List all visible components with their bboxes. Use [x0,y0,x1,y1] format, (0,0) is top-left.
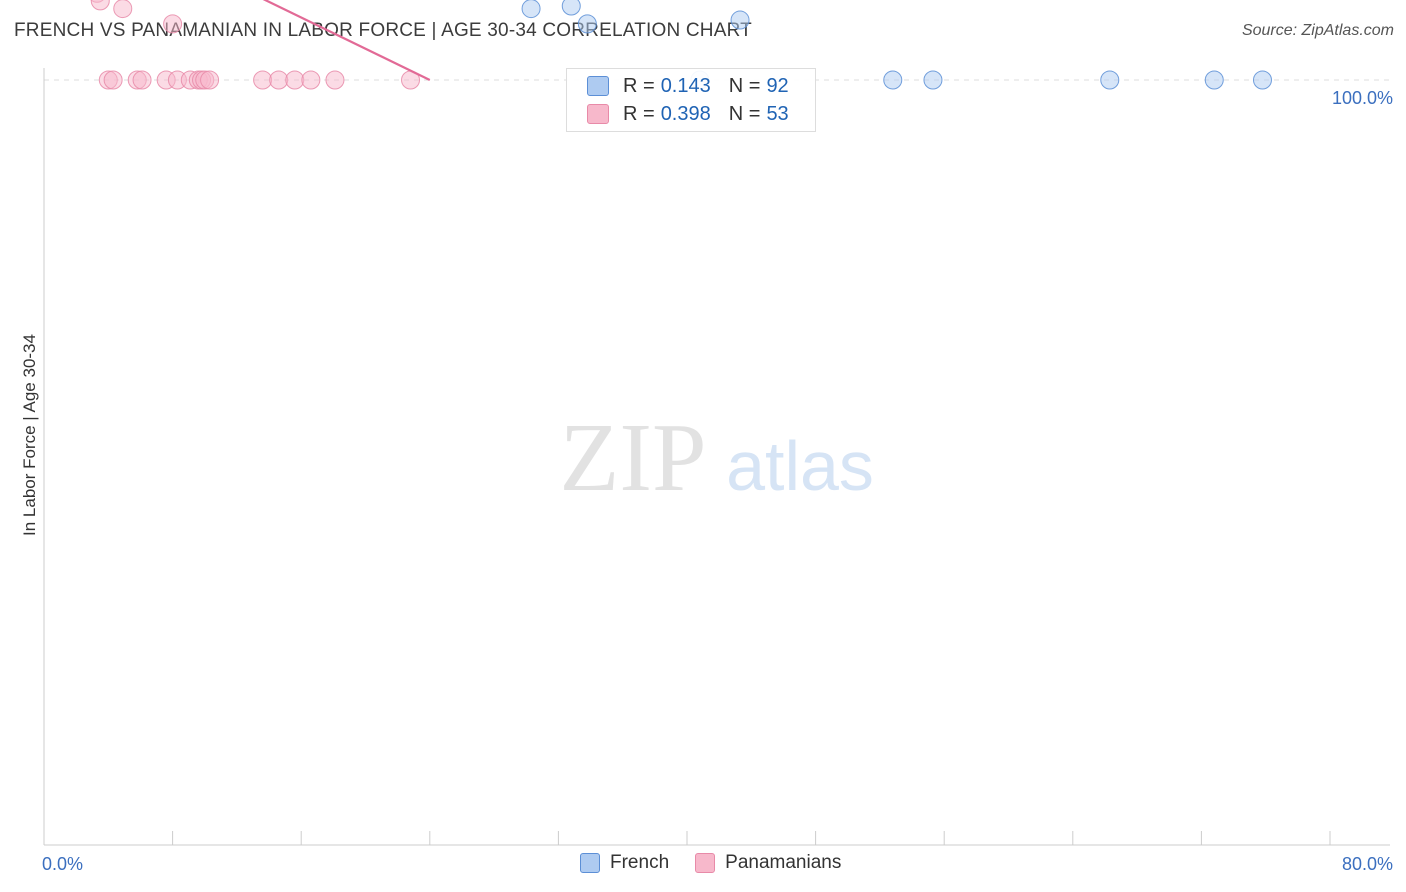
french-n-value: 92 [766,74,789,97]
trend-lines [262,0,431,81]
series-legend: French Panamanians [580,852,841,874]
panamanian-trend-line [262,0,431,81]
french-point-70 [577,14,597,34]
panamanian-point-48 [269,70,289,90]
r-label: R = [623,102,655,125]
panamanian-points [90,0,421,90]
n-label: N = [728,102,761,125]
panamanian-point-47 [253,70,273,90]
source-credit: Source: ZipAtlas.com [1241,22,1394,39]
y-tick-label-0: 100.0% [1332,88,1393,108]
french-point-68 [561,0,581,16]
tick-labels: 100.0%85.0%70.0%55.0%0.0%80.0% [42,88,1393,874]
panamanian-point-20 [90,0,110,11]
stats-row-panamanian: R = 0.398 N = 53 [587,102,789,126]
french-point-88 [1100,70,1120,90]
legend-item-french: French [580,852,669,874]
panamanian-n-value: 53 [766,102,789,125]
french-point-87 [923,70,943,90]
chart-title: FRENCH VS PANAMANIAN IN LABOR FORCE | AG… [14,20,752,41]
panamanian-point-49 [285,70,305,90]
panamanian-r-value: 0.398 [660,102,711,125]
watermark: ZIP atlas [560,404,874,512]
x-tick-label-0: 0.0% [42,854,83,874]
legend-label-panamanians: Panamanians [725,852,842,873]
watermark-zip: ZIP [560,404,707,512]
panamanian-point-51 [325,70,345,90]
legend-item-panamanians: Panamanians [695,852,841,874]
french-r-value: 0.143 [660,74,711,97]
axes [43,68,1390,846]
panamanian-legend-swatch [695,853,716,873]
french-point-86 [883,70,903,90]
watermark-atlas: atlas [726,427,874,505]
n-label: N = [728,74,761,97]
french-swatch [587,76,609,96]
french-legend-swatch [580,853,600,873]
panamanian-point-39 [132,70,152,90]
panamanian-swatch [587,104,609,124]
french-point-89 [1204,70,1224,90]
legend-label-french: French [610,852,670,873]
french-point-64 [521,0,541,19]
panamanian-point-46 [200,70,220,90]
french-point-90 [1252,70,1272,90]
stats-row-french: R = 0.143 N = 92 [587,74,789,98]
stats-legend: R = 0.143 N = 92 R = 0.398 N = 53 [566,68,816,132]
french-point-81 [730,10,750,30]
r-label: R = [623,74,655,97]
panamanian-point-23 [113,0,133,19]
panamanian-point-37 [103,70,123,90]
panamanian-point-31 [163,14,183,34]
x-tick-label-1: 80.0% [1342,854,1393,874]
panamanian-point-50 [301,70,321,90]
